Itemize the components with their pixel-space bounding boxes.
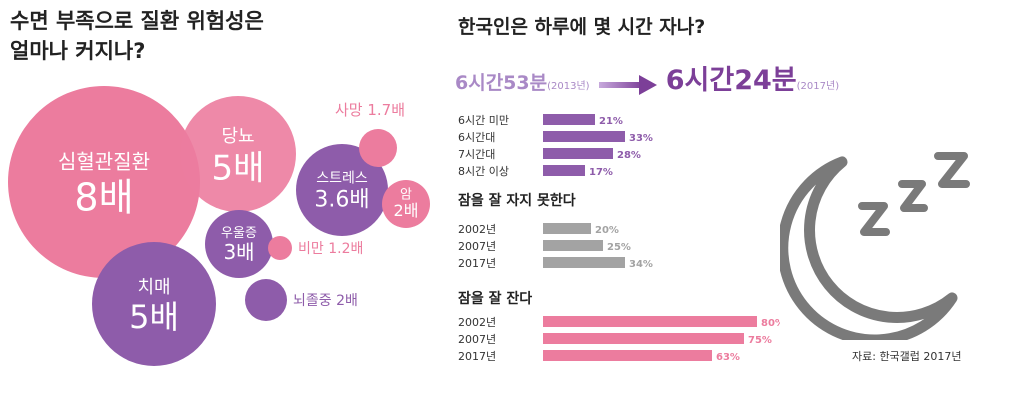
bubble-death (359, 129, 397, 167)
bubble-label-dementia: 치매 (137, 277, 170, 298)
bubble-value-dementia: 5배 (129, 298, 179, 336)
bar-category-label: 7시간대 (458, 148, 495, 161)
section-poor-sleep-title: 잠을 잘 자지 못한다 (458, 193, 576, 209)
bar-value-label: 17% (589, 167, 613, 178)
bubble-value-stress: 3.6배 (314, 188, 369, 213)
bubble-label-obesity: 비만 1.2배 (298, 241, 363, 257)
bubble-diabetes (180, 96, 296, 212)
bubble-value-cardio: 8배 (74, 176, 133, 220)
bar (543, 165, 585, 176)
sleep-hours-comparison: 6시간53분(2013년) 6시간24분(2017년) (455, 58, 840, 96)
bar-value-label: 33% (629, 133, 653, 144)
bar-category-label: 6시간 미만 (458, 114, 509, 127)
bar-category-label: 2002년 (458, 223, 496, 236)
bar-category-label: 8시간 이상 (458, 165, 509, 178)
arrow-right-icon (598, 74, 657, 95)
bubble-obesity (268, 236, 292, 260)
right-chart-title: 한국인은 하루에 몇 시간 자나? (458, 16, 706, 38)
bubble-label-death: 사망 1.7배 (335, 101, 405, 119)
bar-value-label: 80% (761, 318, 780, 329)
bubble-label-cardio: 심혈관질환 (58, 150, 150, 174)
bar-value-label: 28% (617, 150, 641, 161)
bar-value-label: 25% (607, 242, 631, 253)
bubble-value-depression: 3배 (223, 240, 254, 264)
bubble-value-cancer: 2배 (394, 201, 419, 220)
bar-category-label: 2002년 (458, 316, 496, 329)
bubble-label-cancer: 암 (400, 187, 412, 202)
bubble-label-diabetes: 당뇨 (221, 126, 254, 147)
bar (543, 350, 712, 361)
bar-category-label: 2017년 (458, 350, 496, 363)
bubble-depression (205, 210, 273, 278)
left-title-line2: 얼마나 커지나? (10, 39, 146, 63)
bar (543, 257, 625, 268)
bar-category-label: 6시간대 (458, 131, 495, 144)
bubble-value-diabetes: 5배 (212, 149, 265, 189)
bubble-dementia (92, 242, 216, 366)
section-good-sleep-title: 잠을 잘 잔다 (458, 291, 533, 307)
bar (543, 131, 625, 142)
bar (543, 223, 591, 234)
bar-value-label: 34% (629, 259, 653, 270)
bar-charts: 6시간 미만 21% 6시간대 33% 7시간대 28% 8시간 이상 17% 2002년 20%… (458, 114, 780, 363)
bubble-cancer (382, 180, 430, 228)
bar-category-label: 2017년 (458, 257, 496, 270)
bubble-cardio (8, 86, 200, 278)
bar (543, 316, 757, 327)
bar (543, 114, 595, 125)
bar (543, 240, 603, 251)
bar-category-label: 2007년 (458, 240, 496, 253)
bubble-stress (296, 144, 388, 236)
bar-value-label: 20% (595, 225, 619, 236)
bubble-label-depression: 우울증 (221, 226, 257, 241)
source-note: 자료: 한국갤럽 2017년 (852, 350, 962, 363)
bar-category-label: 2007년 (458, 333, 496, 346)
bar (543, 333, 744, 344)
hours-2017-year: (2017년) (796, 81, 840, 92)
bubble-label-stress: 스트레스 (316, 170, 368, 186)
left-title-line1: 수면 부족으로 질환 위험성은 (10, 9, 264, 33)
bar-value-label: 21% (599, 116, 623, 127)
bar-value-label: 75% (748, 335, 772, 346)
moon-zzz-icon (780, 152, 970, 340)
hours-2017: 6시간24분 (665, 65, 797, 96)
bar (543, 148, 613, 159)
bar-value-label: 63% (716, 352, 740, 363)
hours-2013-year: (2013년) (547, 81, 590, 92)
left-chart-title: 수면 부족으로 질환 위험성은 얼마나 커지나? (10, 6, 264, 66)
bubble-label-stroke: 뇌졸중 2배 (293, 293, 358, 309)
hours-2013: 6시간53분 (455, 72, 548, 94)
bubble-stroke (245, 279, 287, 321)
